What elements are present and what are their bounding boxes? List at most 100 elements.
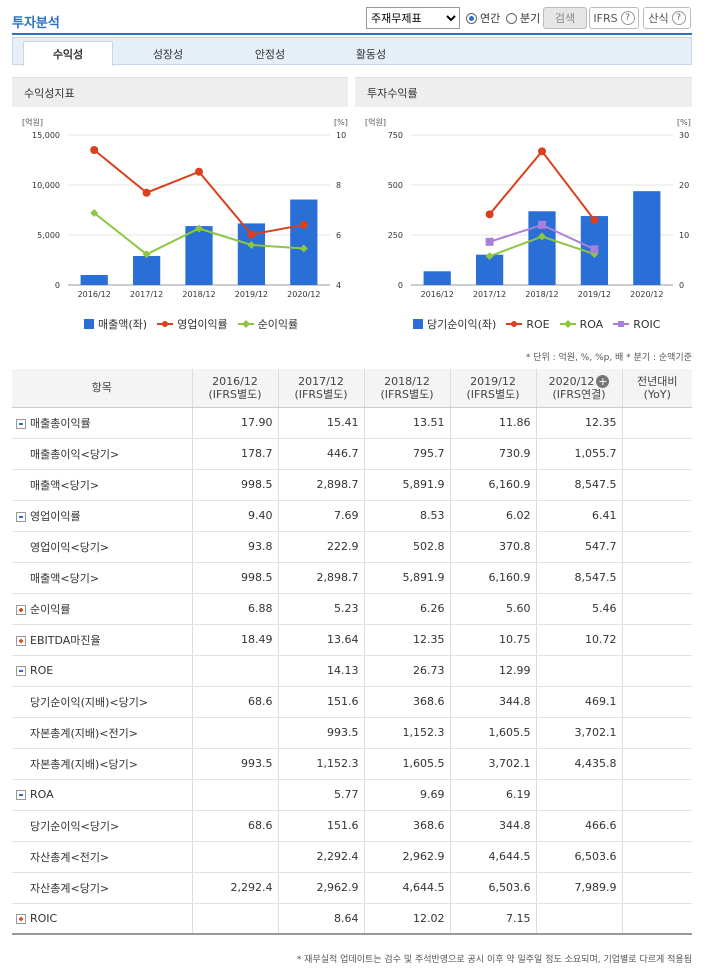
collapse-icon[interactable] [16,790,26,800]
row-label-cell[interactable]: 영업이익률 [12,500,192,532]
radio-annual[interactable]: 연간 [466,10,500,26]
row-label-cell[interactable]: 매출총이익률 [12,407,192,439]
row-label: 매출액<당기> [30,571,100,585]
table-cell: 7.69 [277,500,364,532]
bar [185,226,213,285]
row-label-cell[interactable]: 순이익률 [12,593,192,625]
column-header-label: 전년대비 [637,374,678,388]
data-point [247,230,256,239]
data-point [538,232,546,241]
table-cell [535,655,622,687]
collapse-icon[interactable] [16,511,26,522]
y2-tick-label: 10 [336,131,346,140]
data-point [590,216,599,225]
red-line-swatch-icon [506,321,523,327]
table-row: ROE 14.13 26.73 12.99 [12,655,692,687]
legend-item: 순이익률 [237,316,298,332]
table-cell: 344.8 [449,810,536,842]
collapse-icon[interactable] [16,418,26,429]
table-row: ROA 5.77 9.69 6.19 [12,779,692,811]
table-cell [621,779,692,811]
table-cell: 12.35 [535,407,622,439]
table-row: 영업이익<당기> 93.8 222.9 502.8 370.8 547.7 [12,531,692,563]
radio-quarter-label: 분기 [520,12,541,25]
x-tick-label: 2016/12 [78,290,111,299]
y-tick-label: 250 [388,231,403,240]
table-cell: 10.72 [535,624,622,656]
table-cell: 2,292.4 [277,841,364,873]
search-button[interactable]: 검색 [543,7,587,29]
data-point [485,252,494,261]
table-cell: 7,989.9 [535,872,622,904]
legend-item: 당기순이익(좌) [413,316,496,332]
table-cell: 1,605.5 [449,717,536,749]
title-divider [12,33,692,35]
row-label-cell[interactable]: ROE [12,655,192,687]
expand-icon[interactable] [16,635,26,646]
row-label-cell: 매출액<당기> [12,469,192,501]
tab-growth[interactable]: 성장성 [152,47,184,61]
data-point [485,237,494,246]
expand-plus-icon[interactable]: + [596,374,610,388]
legend-item: 매출액(좌) [84,316,147,332]
table-cell: 2,292.4 [191,872,278,904]
row-label: EBITDA마진율 [30,633,101,647]
row-label-cell[interactable]: ROA [12,779,192,811]
row-label: 자본총계(지배)<전기> [30,726,138,740]
table-cell: 5,891.9 [363,562,450,594]
row-label: 자본총계(지배)<당기> [30,757,138,771]
column-header-sublabel: (IFRS연결) [552,387,606,401]
table-cell [621,872,692,904]
column-header-sublabel: (YoY) [643,387,671,401]
table-cell: 178.7 [191,438,278,470]
radio-quarter-dot[interactable] [506,12,517,24]
left-axis-unit: [억원] [22,117,43,127]
investment-return-chart: [억원] [%] 750 500 250 0 30 20 10 0 2016/12 2017/12 20… [365,117,691,299]
collapse-icon[interactable] [16,666,26,676]
tab-activity[interactable]: 활동성 [355,47,387,61]
table-cell: 7.15 [449,903,536,935]
table-cell [621,624,692,656]
tab-stability[interactable]: 안정성 [254,47,286,61]
table-cell [535,779,622,811]
tab-bar [12,37,692,65]
statement-select[interactable]: 주재무제표 [366,7,460,29]
financial-table: 항목 2016/12 (IFRS별도) 2017/12 (IFRS별도) 2018/12(… [12,369,692,935]
radio-quarter[interactable]: 분기 [506,10,540,26]
y-tick-label: 500 [388,181,403,190]
table-cell [621,531,692,563]
row-label: ROE [30,664,54,677]
green-line-swatch-icon [559,320,576,328]
table-cell [621,748,692,780]
tab-profitability[interactable]: 수익성 [23,41,113,66]
table-cell: 151.6 [277,810,364,842]
data-point [299,220,308,229]
expand-icon[interactable] [16,604,26,615]
purple-line-swatch-icon [613,321,630,327]
table-cell [621,500,692,532]
table-cell: 5.60 [449,593,536,625]
table-cell [621,469,692,501]
table-cell: 469.1 [535,686,622,718]
expand-icon[interactable] [16,913,26,924]
column-header: 전년대비 (YoY) [621,369,692,408]
help-icon: ? [620,11,635,25]
formula-help-button[interactable]: 산식 ? [643,7,691,29]
row-label: 매출총이익률 [30,416,91,430]
y-tick-label: 5,000 [37,231,60,240]
table-cell: 2,962.9 [277,872,364,904]
table-cell: 222.9 [277,531,364,563]
table-cell: 5.46 [535,593,622,625]
table-cell: 15.41 [277,407,364,439]
table-row: 영업이익률 9.40 7.69 8.53 6.02 6.41 [12,500,692,532]
chart-legend: 당기순이익(좌) ROE ROA ROIC [413,316,660,332]
data-point [90,146,99,154]
table-cell: 6.41 [535,500,622,532]
row-label-cell[interactable]: ROIC [12,903,192,935]
table-cell [191,779,278,811]
table-row: 자산총계<당기> 2,292.4 2,962.9 4,644.5 6,503.6 7,98… [12,872,692,904]
row-label-cell[interactable]: EBITDA마진율 [12,624,192,656]
radio-annual-dot[interactable] [466,12,477,24]
bar [132,256,161,285]
ifrs-help-button[interactable]: IFRS ? [589,7,639,29]
